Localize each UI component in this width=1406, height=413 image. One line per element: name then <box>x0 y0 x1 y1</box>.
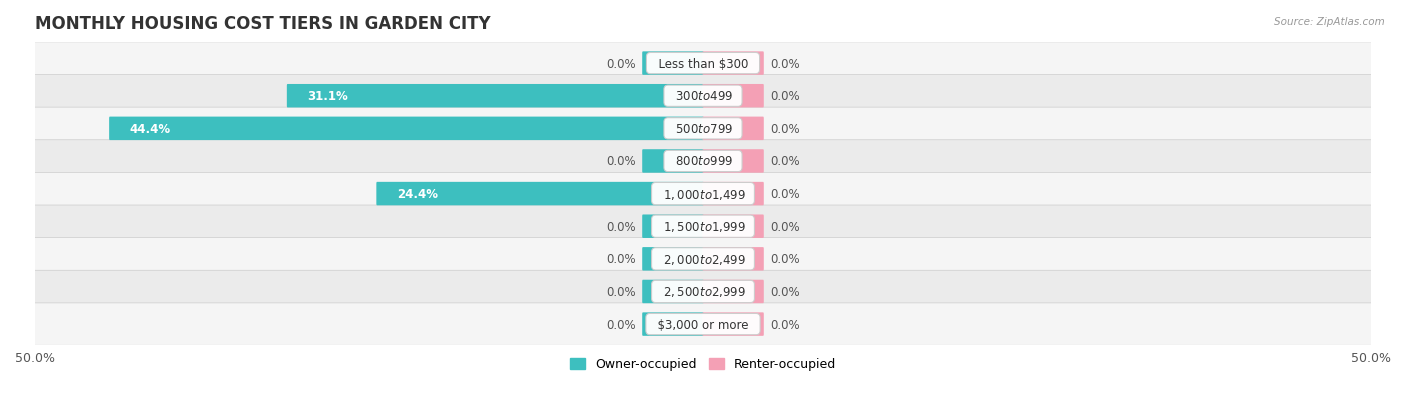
FancyBboxPatch shape <box>703 313 763 336</box>
Text: 0.0%: 0.0% <box>770 220 800 233</box>
Text: 0.0%: 0.0% <box>606 285 636 298</box>
Text: $3,000 or more: $3,000 or more <box>650 318 756 331</box>
FancyBboxPatch shape <box>703 247 763 271</box>
FancyBboxPatch shape <box>703 85 763 108</box>
FancyBboxPatch shape <box>20 271 1386 313</box>
Text: 0.0%: 0.0% <box>606 57 636 71</box>
FancyBboxPatch shape <box>20 173 1386 215</box>
Text: 24.4%: 24.4% <box>396 188 439 201</box>
FancyBboxPatch shape <box>287 85 703 108</box>
Text: Less than $300: Less than $300 <box>651 57 755 71</box>
FancyBboxPatch shape <box>643 313 703 336</box>
Text: 0.0%: 0.0% <box>770 155 800 168</box>
Text: $800 to $999: $800 to $999 <box>668 155 738 168</box>
Text: 0.0%: 0.0% <box>770 188 800 201</box>
FancyBboxPatch shape <box>643 280 703 304</box>
Text: 0.0%: 0.0% <box>606 318 636 331</box>
Text: $500 to $799: $500 to $799 <box>668 123 738 135</box>
FancyBboxPatch shape <box>703 280 763 304</box>
Legend: Owner-occupied, Renter-occupied: Owner-occupied, Renter-occupied <box>565 353 841 375</box>
FancyBboxPatch shape <box>703 215 763 238</box>
FancyBboxPatch shape <box>110 117 703 141</box>
Text: MONTHLY HOUSING COST TIERS IN GARDEN CITY: MONTHLY HOUSING COST TIERS IN GARDEN CIT… <box>35 15 491 33</box>
FancyBboxPatch shape <box>703 183 763 206</box>
FancyBboxPatch shape <box>643 150 703 173</box>
FancyBboxPatch shape <box>20 43 1386 85</box>
FancyBboxPatch shape <box>20 75 1386 118</box>
FancyBboxPatch shape <box>20 140 1386 183</box>
FancyBboxPatch shape <box>703 52 763 76</box>
FancyBboxPatch shape <box>377 183 703 206</box>
Text: Source: ZipAtlas.com: Source: ZipAtlas.com <box>1274 17 1385 26</box>
FancyBboxPatch shape <box>20 238 1386 280</box>
FancyBboxPatch shape <box>643 247 703 271</box>
Text: 0.0%: 0.0% <box>770 253 800 266</box>
Text: 0.0%: 0.0% <box>770 318 800 331</box>
FancyBboxPatch shape <box>703 117 763 141</box>
Text: 0.0%: 0.0% <box>770 285 800 298</box>
Text: $1,000 to $1,499: $1,000 to $1,499 <box>655 187 751 201</box>
FancyBboxPatch shape <box>20 206 1386 248</box>
Text: 44.4%: 44.4% <box>129 123 172 135</box>
FancyBboxPatch shape <box>703 150 763 173</box>
Text: $300 to $499: $300 to $499 <box>668 90 738 103</box>
FancyBboxPatch shape <box>643 215 703 238</box>
Text: 0.0%: 0.0% <box>606 155 636 168</box>
Text: 0.0%: 0.0% <box>770 123 800 135</box>
Text: 0.0%: 0.0% <box>606 253 636 266</box>
Text: $2,500 to $2,999: $2,500 to $2,999 <box>655 285 751 299</box>
Text: 0.0%: 0.0% <box>770 57 800 71</box>
Text: 0.0%: 0.0% <box>606 220 636 233</box>
Text: $2,000 to $2,499: $2,000 to $2,499 <box>655 252 751 266</box>
FancyBboxPatch shape <box>20 303 1386 345</box>
FancyBboxPatch shape <box>643 52 703 76</box>
Text: 31.1%: 31.1% <box>308 90 349 103</box>
Text: $1,500 to $1,999: $1,500 to $1,999 <box>655 220 751 234</box>
FancyBboxPatch shape <box>20 108 1386 150</box>
Text: 0.0%: 0.0% <box>770 90 800 103</box>
